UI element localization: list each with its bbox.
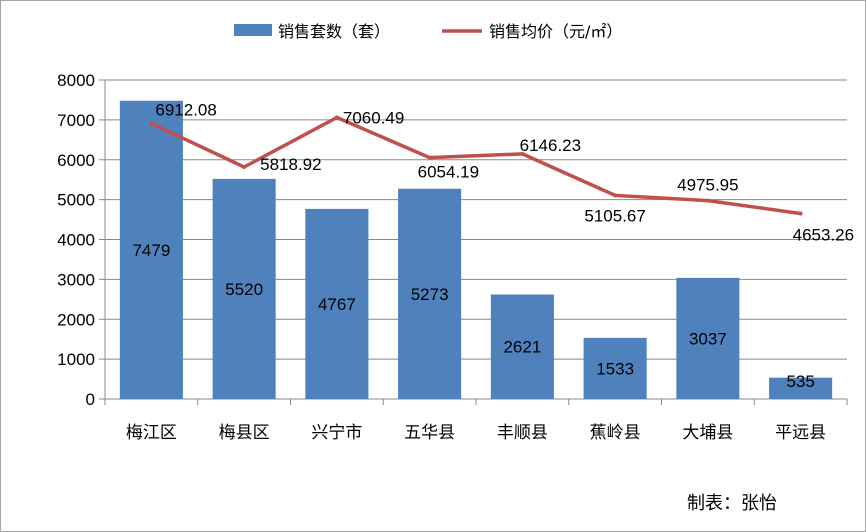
bar-value-label: 2621 bbox=[503, 338, 541, 357]
credit-text: 制表：张怡 bbox=[687, 493, 777, 514]
bar-value-label: 5273 bbox=[411, 285, 449, 304]
bar bbox=[676, 277, 740, 399]
bar bbox=[583, 337, 647, 399]
bar-value-label: 4767 bbox=[318, 295, 356, 314]
x-tick-label: 五华县 bbox=[404, 423, 455, 443]
y-tick-label: 6000 bbox=[57, 151, 95, 170]
line-value-label: 5105.67 bbox=[584, 206, 645, 225]
line-value-label: 6054.19 bbox=[418, 163, 479, 182]
bar-value-label: 1533 bbox=[596, 359, 634, 378]
x-tick-label: 蕉岭县 bbox=[590, 423, 641, 443]
y-tick-label: 2000 bbox=[57, 310, 95, 329]
bar-value-label: 3037 bbox=[689, 329, 727, 348]
data-labels: 7479 5520 4767 5273 2621 1533 3037 535 6912.08 58… bbox=[132, 100, 854, 391]
bar bbox=[769, 377, 833, 399]
line-value-label: 5818.92 bbox=[260, 155, 321, 174]
x-tick-label: 丰顺县 bbox=[497, 423, 548, 443]
x-tick-label: 梅县区 bbox=[219, 423, 270, 443]
line-value-label: 7060.49 bbox=[343, 108, 404, 127]
bar bbox=[119, 100, 183, 399]
line-value-label: 4653.26 bbox=[793, 225, 854, 244]
legend-swatch-bar bbox=[234, 24, 272, 36]
line-series bbox=[149, 115, 803, 216]
y-tick-label: 8000 bbox=[57, 71, 95, 90]
y-tick-label: 0 bbox=[86, 390, 95, 409]
line-point bbox=[798, 211, 803, 216]
line-value-label: 6912.08 bbox=[155, 100, 216, 119]
y-tick-label: 4000 bbox=[57, 231, 95, 250]
line-point bbox=[334, 115, 339, 120]
bar bbox=[490, 294, 554, 399]
bar-value-label: 535 bbox=[786, 372, 814, 391]
bar-value-label: 7479 bbox=[132, 241, 170, 260]
x-tick-label: 大埔县 bbox=[682, 423, 733, 443]
line-point bbox=[242, 164, 247, 169]
bar-series bbox=[119, 100, 833, 399]
line-point bbox=[149, 121, 154, 126]
legend-label-line: 销售均价（元/㎡） bbox=[489, 22, 622, 41]
line-point bbox=[613, 193, 618, 198]
line-value-label: 4975.95 bbox=[677, 176, 738, 195]
bar-value-label: 5520 bbox=[225, 280, 263, 299]
average-price-line bbox=[149, 115, 803, 216]
x-tick-label: 梅江区 bbox=[126, 423, 177, 443]
axes: 0 1000 2000 3000 4000 5000 6000 7000 8000 梅江区 梅县区 兴… bbox=[57, 71, 848, 443]
line-point bbox=[427, 155, 432, 160]
legend: 销售套数（套） 销售均价（元/㎡） bbox=[234, 22, 622, 41]
y-tick-label: 5000 bbox=[57, 191, 95, 210]
bar bbox=[398, 188, 462, 399]
line-value-label: 6146.23 bbox=[520, 136, 581, 155]
line-point bbox=[705, 198, 710, 203]
bar bbox=[212, 178, 276, 399]
bar bbox=[305, 208, 369, 399]
y-tick-label: 1000 bbox=[57, 350, 95, 369]
legend-label-bar: 销售套数（套） bbox=[278, 22, 390, 41]
x-tick-label: 平远县 bbox=[775, 423, 826, 443]
y-tick-label: 3000 bbox=[57, 270, 95, 289]
line-point bbox=[520, 151, 525, 156]
y-tick-label: 7000 bbox=[57, 111, 95, 130]
x-tick-label: 兴宁市 bbox=[311, 423, 362, 443]
